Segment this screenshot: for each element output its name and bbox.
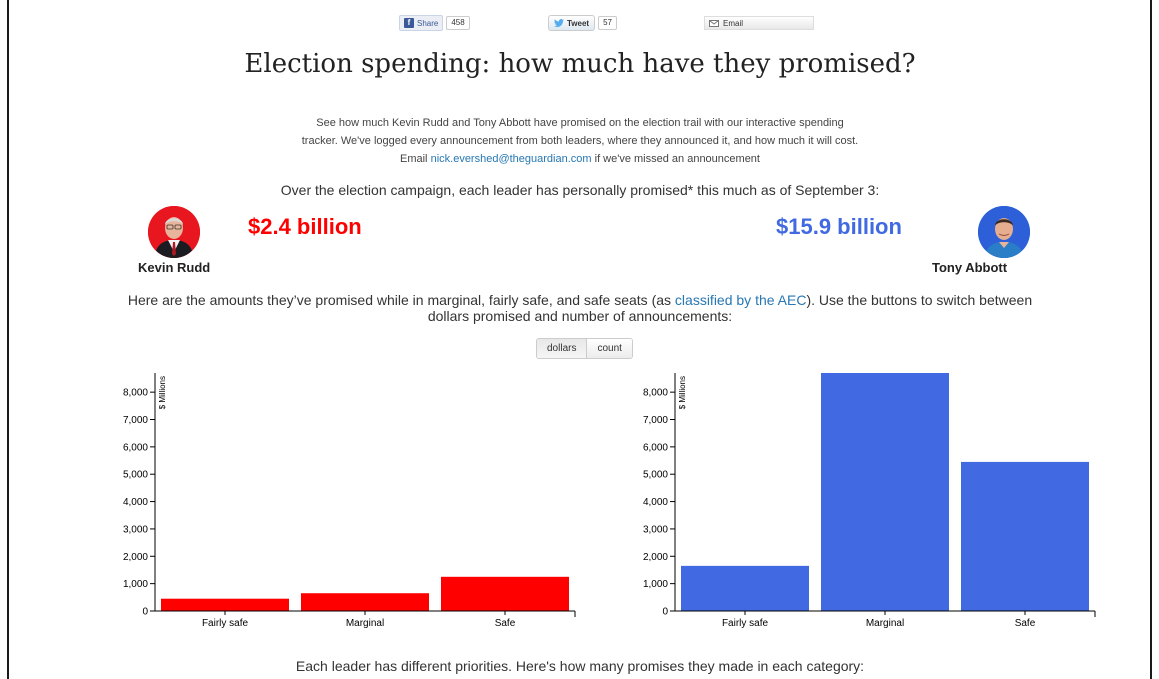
- abbott-y-tick-label: 3,000: [643, 524, 668, 535]
- kevin-rudd-total: $2.4 billion: [248, 214, 362, 239]
- email-share-label: Email: [723, 18, 744, 28]
- facebook-share-label: Share: [417, 18, 439, 28]
- abbott-y-axis-label: $ Millions: [678, 376, 687, 409]
- intro-paragraph: See how much Kevin Rudd and Tony Abbott …: [180, 114, 980, 168]
- seat-breakdown-text-before: Here are the amounts they’ve promised wh…: [127, 292, 672, 308]
- abbott-y-tick-label: 2,000: [643, 552, 668, 563]
- facebook-icon: f: [404, 18, 414, 28]
- rudd-x-tick-label: Marginal: [346, 618, 384, 629]
- twitter-tweet-widget: Tweet 57: [548, 15, 617, 31]
- contact-email-link[interactable]: nick.evershed@theguardian.com: [430, 153, 592, 165]
- kevin-rudd-avatar: [148, 206, 200, 258]
- abbott-x-tick-label: Marginal: [866, 618, 904, 629]
- rudd-x-tick-label: Safe: [495, 618, 516, 629]
- rudd-bar-safe[interactable]: [441, 576, 569, 611]
- email-share-widget: Email: [704, 16, 814, 30]
- abbott-bar-safe[interactable]: [961, 461, 1089, 611]
- rudd-y-tick-label: 4,000: [123, 497, 148, 508]
- twitter-bird-icon: [554, 19, 564, 27]
- rudd-spending-chart: 0 1,000 2,000 3,000 4,000 5,000 6,000 7,000 8,00…: [123, 373, 576, 629]
- abbott-y-tick-label: 5,000: [643, 470, 668, 481]
- email-share-button[interactable]: Email: [704, 16, 814, 30]
- page-title: Election spending: how much have they pr…: [244, 49, 916, 79]
- abbott-y-tick-label: 8,000: [643, 388, 668, 399]
- rudd-y-tick-label: 2,000: [123, 552, 148, 563]
- rudd-y-tick-label: 7,000: [123, 415, 148, 426]
- abbott-y-tick-label: 6,000: [643, 442, 668, 453]
- seat-breakdown-intro: Here are the amounts they’ve promised wh…: [110, 292, 1050, 324]
- rudd-y-tick-label: 5,000: [123, 470, 148, 481]
- intro-email-suffix: if we've missed an announcement: [594, 153, 760, 165]
- rudd-y-tick-label: 1,000: [123, 579, 148, 590]
- dollars-toggle-button[interactable]: dollars: [537, 339, 587, 358]
- abbott-x-tick-label: Safe: [1015, 618, 1036, 629]
- abbott-bar-fairly-safe[interactable]: [681, 565, 809, 611]
- kevin-rudd-name: Kevin Rudd: [138, 260, 211, 275]
- abbott-spending-chart: 0 1,000 2,000 3,000 4,000 5,000 6,000 7,000 8,00…: [643, 373, 1096, 629]
- aec-classification-link[interactable]: classified by the AEC: [674, 292, 807, 308]
- rudd-y-tick-label: 8,000: [123, 388, 148, 399]
- abbott-y-tick-label: 1,000: [643, 579, 668, 590]
- tweet-label: Tweet: [567, 18, 590, 28]
- rudd-y-tick-label: 6,000: [123, 442, 148, 453]
- rudd-bar-marginal[interactable]: [301, 593, 429, 611]
- intro-line-1: See how much Kevin Rudd and Tony Abbott …: [316, 117, 844, 129]
- rudd-x-tick-label: Fairly safe: [202, 618, 249, 629]
- frame-right-border: [1150, 0, 1152, 679]
- abbott-y-tick-label: 7,000: [643, 415, 668, 426]
- abbott-bar-marginal[interactable]: [821, 373, 949, 611]
- frame-left-border: [7, 0, 9, 679]
- seat-breakdown-text-after: ). Use the buttons to switch between dol…: [427, 292, 1033, 324]
- facebook-share-widget: f Share 458: [399, 15, 470, 31]
- envelope-icon: [709, 19, 719, 27]
- rudd-bar-fairly-safe[interactable]: [161, 598, 289, 611]
- tweet-button[interactable]: Tweet: [548, 15, 596, 31]
- tony-abbott-name: Tony Abbott: [932, 260, 1008, 275]
- category-breakdown-intro: Each leader has different priorities. He…: [295, 658, 865, 674]
- abbott-y-tick-label: 4,000: [643, 497, 668, 508]
- abbott-y-tick-label: 0: [662, 607, 668, 618]
- intro-email-prefix: Email: [400, 153, 428, 165]
- intro-line-2: tracker. We've logged every announcement…: [301, 135, 859, 147]
- tony-abbott-avatar: [978, 206, 1030, 258]
- rudd-y-tick-label: 0: [142, 607, 148, 618]
- total-promised-intro: Over the election campaign, each leader …: [280, 182, 880, 198]
- facebook-share-count: 458: [446, 16, 470, 30]
- rudd-y-axis-label: $ Millions: [158, 376, 167, 409]
- metric-toggle: dollars count: [536, 338, 633, 359]
- count-toggle-button[interactable]: count: [586, 339, 632, 358]
- abbott-x-tick-label: Fairly safe: [722, 618, 769, 629]
- facebook-share-button[interactable]: f Share: [399, 15, 444, 31]
- rudd-y-tick-label: 3,000: [123, 524, 148, 535]
- tony-abbott-total: $15.9 billion: [776, 214, 902, 239]
- tweet-count: 57: [598, 16, 617, 30]
